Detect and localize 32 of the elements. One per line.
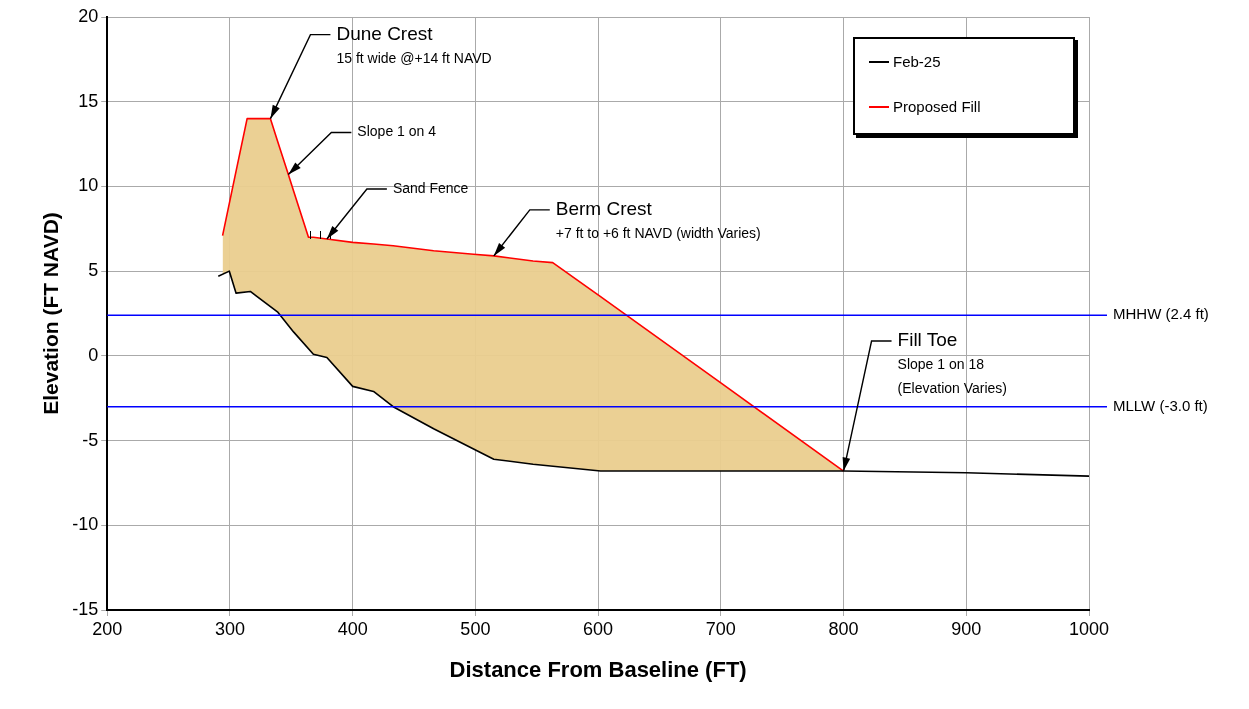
annotation: Sand Fence bbox=[392, 179, 469, 196]
y-tick-label: -5 bbox=[82, 429, 99, 450]
annotation: Dune Crest bbox=[336, 22, 434, 44]
annotation: Fill Toe bbox=[897, 329, 958, 351]
y-tick-label: -15 bbox=[72, 598, 99, 619]
legend-label: Feb-25 bbox=[893, 53, 941, 70]
y-tick-label: 5 bbox=[88, 260, 99, 281]
y-tick-label: 0 bbox=[88, 344, 99, 365]
y-tick-label: 15 bbox=[78, 90, 99, 111]
ref-line-label: MLLW (-3.0 ft) bbox=[1113, 396, 1208, 414]
annotation: Slope 1 on 4 bbox=[357, 123, 437, 140]
annotation: (Elevation Varies) bbox=[897, 379, 1008, 396]
x-tick-label: 600 bbox=[583, 618, 614, 639]
x-tick-label: 700 bbox=[705, 618, 736, 639]
x-tick-label: 200 bbox=[92, 618, 123, 639]
annotation: 15 ft wide @+14 ft NAVD bbox=[336, 49, 492, 66]
annotation: Slope 1 on 18 bbox=[897, 355, 985, 372]
x-axis-title: Distance From Baseline (FT) bbox=[449, 656, 747, 682]
x-tick-label: 400 bbox=[337, 618, 368, 639]
x-tick-label: 500 bbox=[460, 618, 491, 639]
x-tick-label: 1000 bbox=[1068, 618, 1110, 639]
y-tick-label: 10 bbox=[78, 175, 99, 196]
legend-label: Proposed Fill bbox=[893, 98, 981, 115]
x-tick-label: 800 bbox=[828, 618, 859, 639]
ref-line-label: MHHW (2.4 ft) bbox=[1113, 305, 1209, 323]
y-tick-label: 20 bbox=[78, 5, 99, 26]
x-tick-label: 900 bbox=[951, 618, 982, 639]
annotation: +7 ft to +6 ft NAVD (width Varies) bbox=[555, 224, 761, 241]
y-axis-title: Elevation (FT NAVD) bbox=[39, 212, 63, 415]
annotation: Berm Crest bbox=[555, 198, 653, 220]
x-tick-label: 300 bbox=[214, 618, 245, 639]
y-tick-label: -10 bbox=[72, 514, 99, 535]
